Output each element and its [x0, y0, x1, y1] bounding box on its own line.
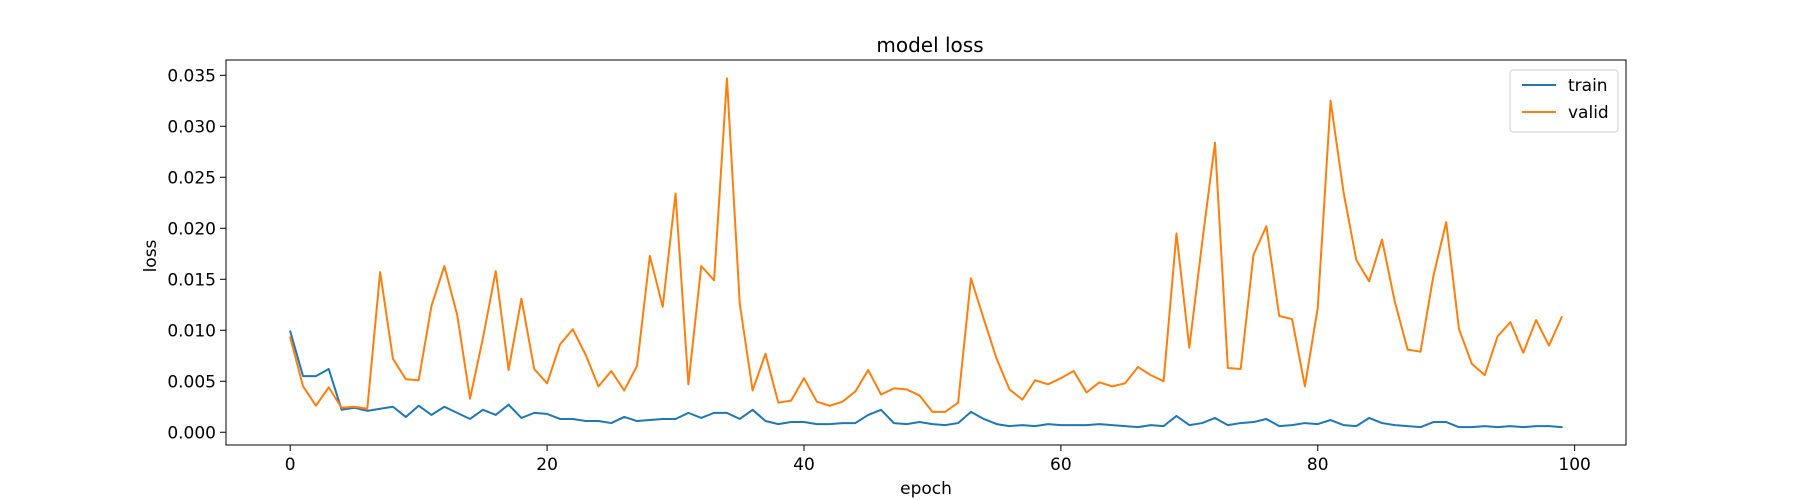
y-tick-label: 0.005 — [167, 372, 216, 392]
legend-label-valid: valid — [1568, 103, 1609, 123]
y-tick-label: 0.015 — [167, 270, 216, 290]
series-lines — [289, 77, 1563, 429]
x-tick-label: 20 — [536, 455, 558, 475]
y-tick-label: 0.000 — [167, 423, 216, 443]
chart-title: model loss — [876, 33, 983, 57]
legend: train valid — [1509, 69, 1619, 133]
y-tick-label: 0.030 — [167, 117, 216, 137]
x-tick-label: 60 — [1050, 455, 1072, 475]
y-tick-label: 0.035 — [167, 66, 216, 86]
y-axis-ticks: 0.000 0.005 0.010 0.015 0.020 0.025 0.030 0.035 — [167, 66, 226, 443]
y-tick-label: 0.025 — [167, 168, 216, 188]
y-axis-label: loss — [141, 239, 161, 272]
plot-area — [225, 59, 1627, 446]
y-tick-label: 0.020 — [167, 219, 216, 239]
y-tick-label: 0.010 — [167, 321, 216, 341]
series-line-train — [289, 330, 1563, 429]
x-tick-label: 100 — [1558, 455, 1590, 475]
plot-frame — [225, 59, 1627, 446]
x-tick-label: 0 — [285, 455, 296, 475]
legend-label-train: train — [1568, 76, 1608, 96]
x-axis-ticks: 0 20 40 60 80 100 — [285, 445, 1591, 475]
series-line-valid — [289, 77, 1563, 413]
x-tick-label: 80 — [1307, 455, 1329, 475]
x-tick-label: 40 — [793, 455, 815, 475]
x-axis-label: epoch — [900, 479, 952, 499]
